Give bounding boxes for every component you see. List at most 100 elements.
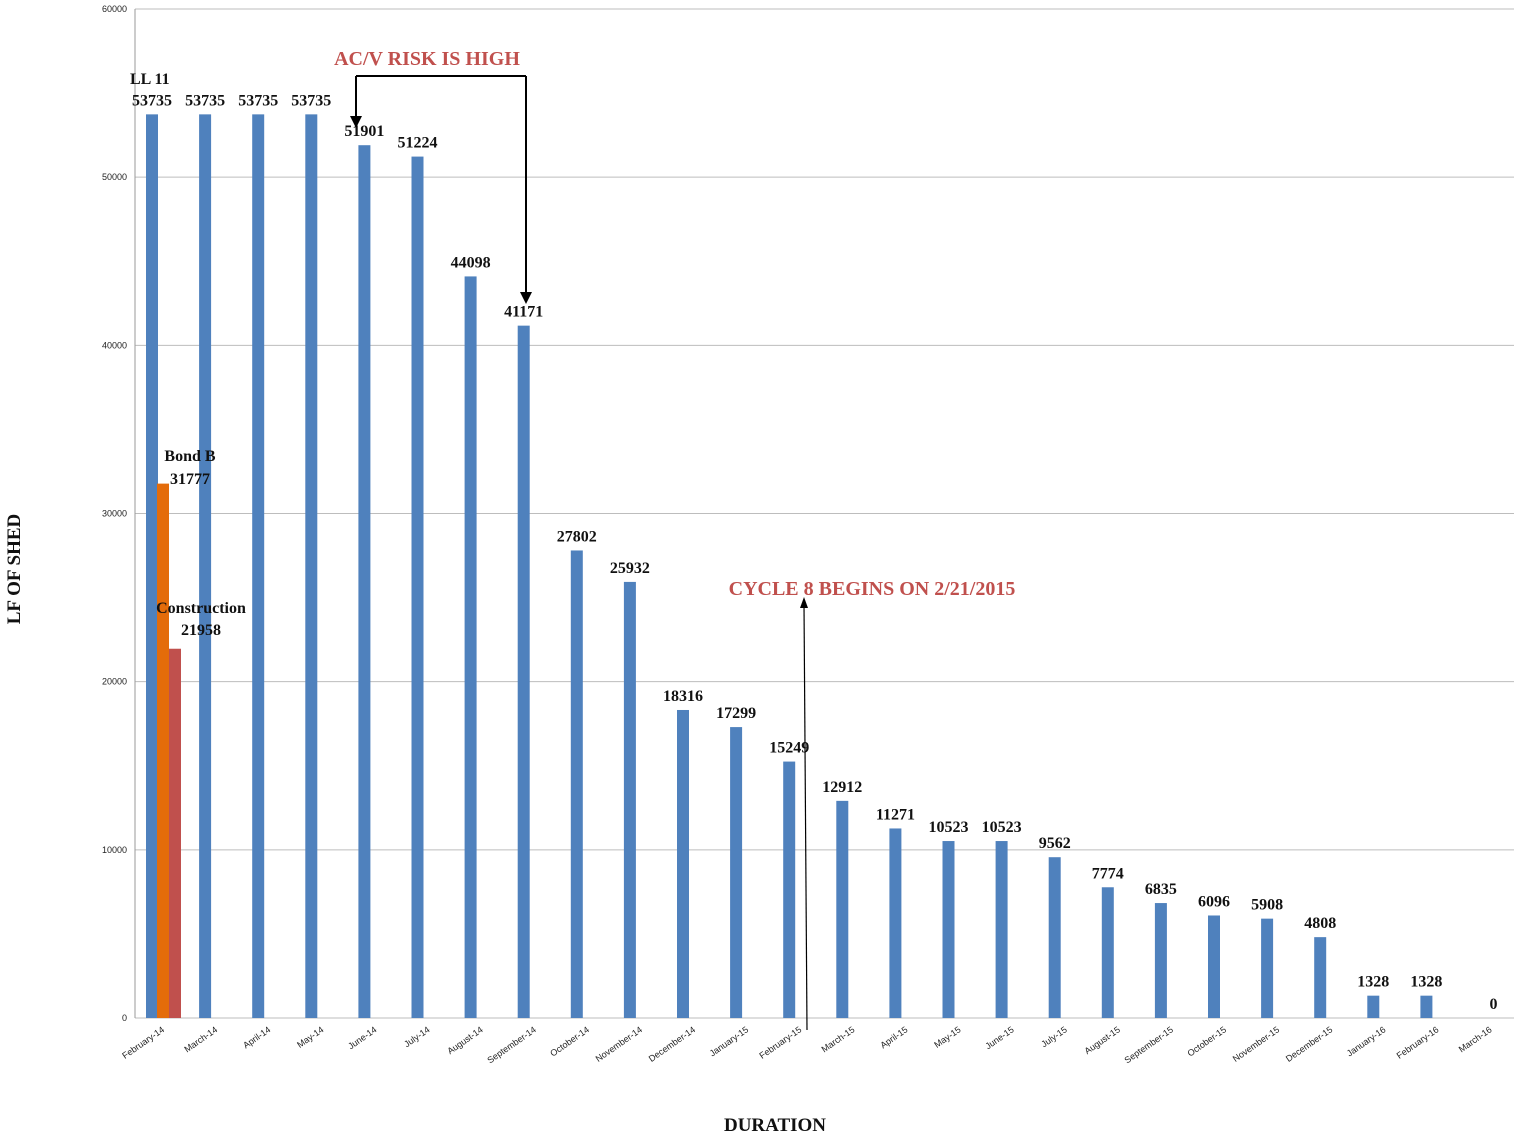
data-label: 53735 [238, 92, 278, 109]
x-axis-title: DURATION [724, 1115, 826, 1136]
x-tick-label: March-16 [1457, 1024, 1494, 1054]
x-tick-label: October-14 [548, 1024, 591, 1058]
bar [199, 114, 212, 1018]
bar [146, 114, 158, 1018]
data-label: 6835 [1145, 881, 1177, 898]
bar [358, 145, 371, 1018]
x-tick-label: February-16 [1395, 1024, 1441, 1060]
data-label: 9562 [1039, 835, 1071, 852]
bar [1420, 995, 1433, 1018]
x-tick-label: June-14 [346, 1024, 378, 1051]
y-tick-label: 60000 [102, 4, 127, 14]
acv-risk-bracket-arrow [355, 75, 527, 297]
acv-risk-annotation: AC/V RISK IS HIGH [334, 48, 520, 70]
x-tick-label: July-15 [1039, 1024, 1069, 1049]
x-tick-label: July-14 [402, 1024, 432, 1049]
data-label: 53735 [132, 92, 172, 109]
data-label: 7774 [1092, 865, 1124, 882]
data-label: 1328 [1357, 974, 1389, 991]
x-tick-label: December-14 [647, 1024, 697, 1063]
annotations: AC/V RISK IS HIGH CYCLE 8 BEGINS ON 2/21… [334, 48, 1016, 1031]
y-axis-title: LF OF SHED [4, 514, 25, 625]
x-tick-label: June-15 [983, 1024, 1015, 1051]
series-label-construction: Construction [156, 600, 246, 617]
y-tick-label: 40000 [102, 340, 127, 350]
data-label: 1328 [1410, 974, 1442, 991]
data-label: 17299 [716, 705, 756, 722]
bar [1367, 995, 1380, 1018]
y-tick-label: 0 [122, 1013, 127, 1023]
bar [517, 325, 530, 1019]
data-label: 41171 [504, 304, 543, 321]
data-label: 0 [1490, 996, 1498, 1013]
x-tick-label: March-14 [182, 1024, 219, 1054]
gridlines [134, 8, 1514, 1019]
data-label: 6096 [1198, 893, 1230, 910]
x-tick-label: May-14 [295, 1024, 325, 1049]
bar [889, 828, 902, 1018]
bar [411, 156, 424, 1018]
data-label: 27802 [557, 528, 597, 545]
data-label: 44098 [451, 254, 491, 271]
x-tick-label: January-15 [708, 1024, 751, 1058]
cycle8-arrow-line [803, 603, 808, 1031]
bar [570, 550, 583, 1018]
data-label: 31777 [170, 471, 210, 488]
y-axis-ticks: 0 10000 20000 30000 40000 50000 60000 [102, 4, 127, 1023]
x-tick-label: October-15 [1186, 1024, 1229, 1058]
y-tick-label: 10000 [102, 845, 127, 855]
bar [1048, 857, 1061, 1018]
bars [146, 114, 1433, 1019]
x-tick-label: January-16 [1345, 1024, 1388, 1058]
bar [464, 276, 477, 1018]
data-label: 53735 [185, 92, 225, 109]
y-tick-label: 50000 [102, 172, 127, 182]
cycle8-annotation: CYCLE 8 BEGINS ON 2/21/2015 [729, 578, 1016, 600]
bar [1101, 887, 1114, 1018]
bar [1154, 903, 1167, 1018]
y-tick-label: 30000 [102, 509, 127, 519]
data-label: 21958 [181, 622, 221, 639]
bar [942, 841, 955, 1018]
bar [305, 114, 318, 1018]
data-label: 5908 [1251, 897, 1283, 914]
x-tick-label: March-15 [820, 1024, 857, 1054]
data-label: 10523 [982, 819, 1022, 836]
x-tick-label: September-14 [485, 1024, 537, 1065]
x-axis-ticks: February-14 March-14 April-14 May-14 June-14… [120, 1024, 1493, 1065]
bar [995, 841, 1008, 1018]
x-tick-label: December-15 [1284, 1024, 1334, 1063]
x-tick-label: August-15 [1083, 1024, 1122, 1056]
x-tick-label: April-14 [241, 1024, 272, 1050]
data-labels: 53735 53735 53735 53735 51901 51224 44098 41171… [130, 71, 1498, 1013]
bar [1261, 918, 1274, 1018]
bar [1208, 915, 1220, 1018]
series-label-ll11: LL 11 [130, 71, 170, 88]
bar [1314, 937, 1327, 1018]
x-tick-label: April-15 [878, 1024, 909, 1050]
x-tick-label: November-15 [1231, 1024, 1281, 1063]
series-label-bond-b: Bond B [164, 448, 215, 465]
acv-left-arrowhead [350, 116, 362, 128]
acv-right-arrowhead [520, 292, 532, 304]
bar [783, 761, 796, 1018]
x-tick-label: May-15 [932, 1024, 962, 1049]
data-label: 12912 [822, 779, 862, 796]
bar [623, 581, 636, 1018]
bar [252, 114, 265, 1018]
data-label: 4808 [1304, 915, 1336, 932]
data-label: 15249 [769, 740, 809, 757]
x-tick-label: November-14 [594, 1024, 644, 1063]
bar [677, 709, 689, 1018]
bar [730, 727, 743, 1018]
data-label: 18316 [663, 688, 703, 705]
data-label: 11271 [876, 806, 915, 823]
bar [169, 648, 181, 1018]
bar [157, 483, 169, 1018]
data-label: 10523 [929, 819, 969, 836]
data-label: 51901 [344, 123, 384, 140]
data-label: 51224 [398, 135, 438, 152]
x-tick-label: February-14 [120, 1024, 166, 1060]
